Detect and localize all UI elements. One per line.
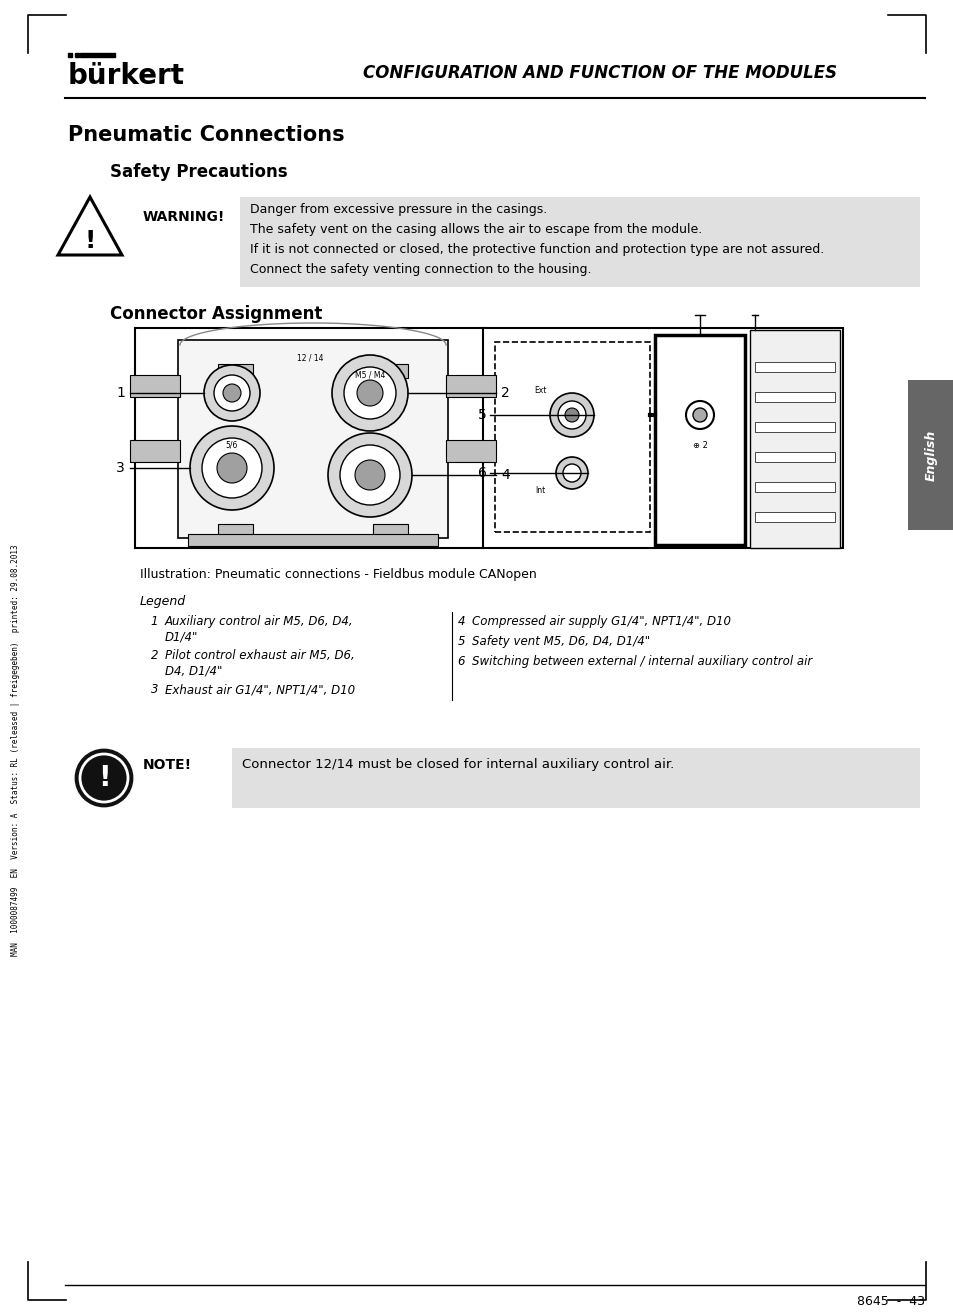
Text: WARNING!: WARNING! — [143, 210, 225, 224]
Text: Int: Int — [535, 485, 544, 494]
Bar — [188, 534, 437, 546]
Circle shape — [223, 384, 241, 402]
Text: 2: 2 — [500, 387, 509, 400]
Bar — [178, 341, 448, 538]
Text: 4: 4 — [500, 468, 509, 483]
Text: 5: 5 — [457, 635, 464, 648]
Text: Compressed air supply G1/4", NPT1/4", D10: Compressed air supply G1/4", NPT1/4", D1… — [472, 615, 730, 629]
Text: MAN  1000087499  EN  Version: A  Status: RL (released | freigegeben)  printed: 2: MAN 1000087499 EN Version: A Status: RL … — [11, 544, 20, 956]
Text: 6: 6 — [457, 655, 464, 668]
Circle shape — [332, 355, 408, 431]
Bar — [754, 362, 834, 372]
Text: 8645  -  43: 8645 - 43 — [856, 1295, 924, 1308]
Text: Pilot control exhaust air M5, D6,
D4, D1/4": Pilot control exhaust air M5, D6, D4, D1… — [165, 650, 355, 677]
Text: Illustration: Pneumatic connections - Fieldbus module CANopen: Illustration: Pneumatic connections - Fi… — [140, 568, 537, 581]
Circle shape — [213, 375, 250, 412]
Bar — [75, 53, 79, 57]
Circle shape — [202, 438, 262, 498]
Bar — [754, 392, 834, 402]
Text: 1: 1 — [151, 615, 158, 629]
Bar — [232, 748, 919, 807]
Text: Auxiliary control air M5, D6, D4,
D1/4": Auxiliary control air M5, D6, D4, D1/4" — [165, 615, 354, 643]
Bar — [446, 441, 496, 462]
Text: The safety vent on the casing allows the air to escape from the module.: The safety vent on the casing allows the… — [250, 224, 701, 235]
Text: Exhaust air G1/4", NPT1/4", D10: Exhaust air G1/4", NPT1/4", D10 — [165, 682, 355, 696]
Bar — [754, 452, 834, 462]
Text: 4: 4 — [457, 615, 464, 629]
Text: M5 / M4: M5 / M4 — [355, 371, 385, 380]
Text: NOTE!: NOTE! — [143, 757, 192, 772]
Text: Safety Precautions: Safety Precautions — [110, 163, 287, 181]
Text: !: ! — [84, 229, 95, 252]
Text: 6: 6 — [477, 466, 486, 480]
Text: Connector Assignment: Connector Assignment — [110, 305, 322, 323]
Text: Switching between external / internal auxiliary control air: Switching between external / internal au… — [472, 655, 811, 668]
Bar — [218, 364, 253, 377]
Circle shape — [344, 367, 395, 419]
Circle shape — [562, 464, 580, 483]
Bar — [135, 327, 842, 548]
Text: !: ! — [97, 764, 111, 792]
Circle shape — [204, 366, 260, 421]
Text: If it is not connected or closed, the protective function and protection type ar: If it is not connected or closed, the pr… — [250, 243, 823, 256]
Bar — [130, 441, 180, 462]
Bar — [240, 197, 919, 287]
Circle shape — [328, 433, 412, 517]
Circle shape — [339, 444, 399, 505]
Bar — [80, 53, 115, 57]
Text: ⊕ 2: ⊕ 2 — [692, 441, 707, 450]
Text: Connect the safety venting connection to the housing.: Connect the safety venting connection to… — [250, 263, 591, 276]
Text: English: English — [923, 430, 937, 480]
Bar — [130, 375, 180, 397]
Circle shape — [692, 408, 706, 422]
Circle shape — [558, 401, 585, 429]
Bar — [218, 523, 253, 538]
Circle shape — [685, 401, 713, 429]
Text: 1: 1 — [116, 387, 125, 400]
Circle shape — [355, 460, 385, 490]
Bar — [754, 422, 834, 433]
Circle shape — [76, 750, 132, 806]
Bar — [907, 380, 953, 530]
Bar — [495, 342, 649, 533]
Text: Ext: Ext — [534, 385, 546, 394]
Text: Danger from excessive pressure in the casings.: Danger from excessive pressure in the ca… — [250, 203, 547, 216]
Circle shape — [564, 408, 578, 422]
Circle shape — [556, 458, 587, 489]
Bar — [655, 335, 744, 544]
Bar — [754, 512, 834, 522]
Text: CONFIGURATION AND FUNCTION OF THE MODULES: CONFIGURATION AND FUNCTION OF THE MODULE… — [362, 64, 836, 82]
Text: Safety vent M5, D6, D4, D1/4": Safety vent M5, D6, D4, D1/4" — [472, 635, 649, 648]
Circle shape — [550, 393, 594, 437]
Bar — [373, 523, 408, 538]
Text: bürkert: bürkert — [68, 62, 185, 89]
Text: 3: 3 — [151, 682, 158, 696]
Circle shape — [190, 426, 274, 510]
Circle shape — [216, 452, 247, 483]
Text: 5/6: 5/6 — [226, 441, 238, 450]
Text: 3: 3 — [116, 462, 125, 475]
Text: 2: 2 — [151, 650, 158, 661]
Text: Connector 12/14 must be closed for internal auxiliary control air.: Connector 12/14 must be closed for inter… — [242, 757, 674, 771]
Bar — [754, 483, 834, 492]
Text: 5: 5 — [477, 408, 486, 422]
Bar — [68, 53, 71, 57]
Bar — [446, 375, 496, 397]
Bar — [749, 330, 840, 548]
Text: Legend: Legend — [140, 594, 186, 608]
Bar — [373, 364, 408, 377]
Polygon shape — [58, 197, 122, 255]
Text: Pneumatic Connections: Pneumatic Connections — [68, 125, 344, 145]
Circle shape — [80, 753, 128, 802]
Text: 12 / 14: 12 / 14 — [296, 354, 323, 363]
Circle shape — [356, 380, 382, 406]
